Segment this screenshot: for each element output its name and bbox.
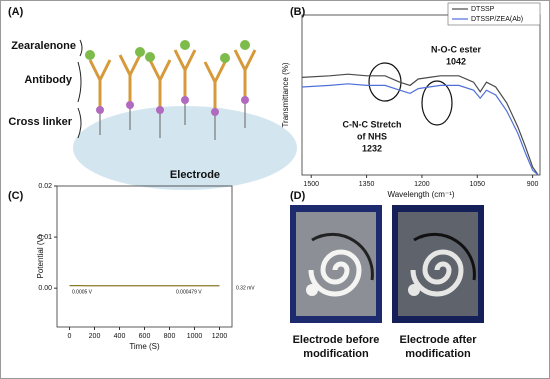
illustration-label: Cross linker <box>8 116 72 128</box>
annotation: 1232 <box>362 143 382 153</box>
panel-label: (C) <box>8 190 24 202</box>
x-axis-label: Time (S) <box>129 342 160 351</box>
electrode-photo <box>392 205 484 323</box>
annotation: 0.32 mV <box>236 285 255 291</box>
x-tick-label: 1200 <box>212 333 228 340</box>
x-axis-label: Wavelength (cm⁻¹) <box>387 190 454 199</box>
x-tick-label: 1350 <box>359 181 375 188</box>
x-tick-label: 800 <box>164 333 176 340</box>
panel-label: (A) <box>8 6 24 18</box>
highlight-ellipse <box>368 62 402 102</box>
panel-label: (B) <box>290 6 306 18</box>
photo-caption: modification <box>303 348 369 360</box>
data-line <box>302 73 539 175</box>
illustration-label: Antibody <box>24 74 73 86</box>
y-tick-label: 0.02 <box>38 183 52 190</box>
legend-label: DTSSP <box>471 6 495 13</box>
y-axis-label: Potential (V) <box>36 234 45 278</box>
x-tick-label: 1200 <box>414 181 430 188</box>
highlight-ellipse <box>421 80 453 126</box>
annotation: 0.000479 V <box>176 289 202 295</box>
panel-label: (D) <box>290 190 306 202</box>
annotation: C-N-C Stretch <box>342 119 401 129</box>
data-line <box>302 83 539 175</box>
photo-caption: Electrode after <box>399 334 477 346</box>
legend-box <box>447 2 541 26</box>
y-axis-label: Transmittance (%) <box>281 62 290 127</box>
x-tick-label: 1050 <box>469 181 485 188</box>
photo-caption: modification <box>405 348 471 360</box>
illustration-label: Electrode <box>170 169 220 181</box>
illustration-label: Zearalenone <box>11 40 76 52</box>
annotation: 0.0005 V <box>72 289 93 295</box>
x-tick-label: 0 <box>68 333 72 340</box>
x-tick-label: 400 <box>114 333 126 340</box>
annotation: of NHS <box>357 131 387 141</box>
x-tick-label: 600 <box>139 333 151 340</box>
panel-a-illustration <box>73 39 297 190</box>
photo-caption: Electrode before <box>293 334 380 346</box>
x-tick-label: 200 <box>89 333 101 340</box>
annotation: N-O-C ester <box>431 44 482 54</box>
annotation: 1042 <box>446 56 466 66</box>
x-tick-label: 1000 <box>187 333 203 340</box>
x-tick-label: 1500 <box>303 181 319 188</box>
x-tick-label: 900 <box>527 181 539 188</box>
y-tick-label: 0.00 <box>38 285 52 292</box>
electrode-photo <box>290 205 382 323</box>
plot-frame <box>301 14 541 176</box>
y-tick-label: 0.01 <box>38 234 52 241</box>
plot-frame <box>56 185 233 328</box>
legend-label: DTSSP/ZEA(Ab) <box>471 16 523 23</box>
